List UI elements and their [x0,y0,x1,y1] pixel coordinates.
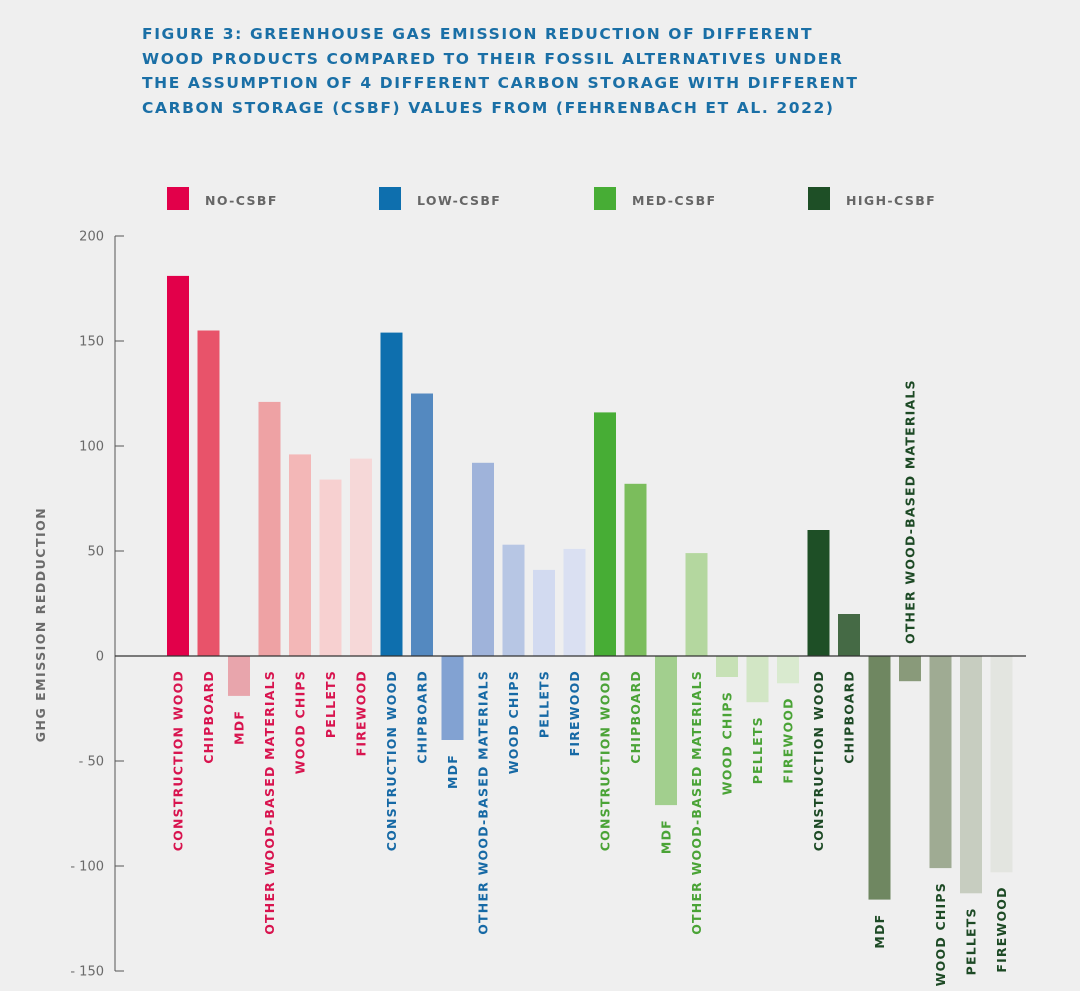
bar [716,656,738,677]
figure-title-line: CARBON STORAGE (CSBF) VALUES FROM (FEHRE… [142,98,835,117]
category-label: PELLETS [964,907,979,975]
bar [685,553,708,656]
legend-label: LOW-CSBF [417,193,501,208]
category-label: WOOD CHIPS [293,670,308,774]
category-label: FIREWOOD [781,697,796,783]
category-label: PELLETS [323,670,338,738]
category-label: CHIPBOARD [201,670,216,764]
category-label: CONSTRUCTION WOOD [598,670,613,851]
bar [441,656,464,740]
bar [289,454,311,656]
bar [319,479,342,656]
bar [807,530,830,656]
category-label: OTHER WOOD-BASED MATERIALS [476,670,491,935]
category-label: CHIPBOARD [842,670,857,764]
bar [380,332,403,656]
category-label: PELLETS [750,716,765,784]
bar [411,393,433,656]
category-label: CONSTRUCTION WOOD [171,670,186,851]
category-label: CHIPBOARD [628,670,643,764]
bar [838,614,860,656]
category-label: CHIPBOARD [415,670,430,764]
category-label: MDF [659,819,674,854]
bar [533,569,555,656]
bar [594,412,616,656]
y-tick-label: - 100 [70,860,104,875]
figure-title: FIGURE 3: GREENHOUSE GAS EMISSION REDUCT… [142,22,942,120]
legend-label: NO-CSBF [205,193,278,208]
bar [472,462,494,656]
bar [197,330,220,656]
category-label: CONSTRUCTION WOOD [384,670,399,851]
y-tick-label: 50 [87,545,104,560]
legend-label: HIGH-CSBF [846,193,936,208]
category-label: OTHER WOOD-BASED MATERIALS [903,379,918,644]
category-label: MDF [232,710,247,745]
legend-swatch [167,187,189,210]
category-label: WOOD CHIPS [720,691,735,795]
bar [777,656,799,684]
bar [960,656,982,894]
y-tick-label: 200 [79,230,104,245]
legend-swatch [594,187,616,210]
category-label: MDF [872,914,887,949]
category-label: CONSTRUCTION WOOD [811,670,826,851]
category-label: FIREWOOD [994,886,1009,972]
category-label: PELLETS [537,670,552,738]
category-label: OTHER WOOD-BASED MATERIALS [262,670,277,935]
figure-title-line: THE ASSUMPTION OF 4 DIFFERENT CARBON STO… [142,74,859,92]
legend-label: MED-CSBF [632,193,716,208]
category-label: WOOD CHIPS [933,882,948,986]
y-tick-label: - 50 [79,755,104,770]
bar [167,275,189,656]
bar [228,656,250,696]
category-label: OTHER WOOD-BASED MATERIALS [689,670,704,935]
bar [258,401,281,656]
legend-swatch [379,187,401,210]
bar [563,548,586,656]
legend-swatch [808,187,830,210]
y-tick-label: 150 [79,335,104,350]
figure-title-line: WOOD PRODUCTS COMPARED TO THEIR FOSSIL A… [142,49,844,68]
category-label: FIREWOOD [354,670,369,756]
figure-title-line: FIGURE 3: GREENHOUSE GAS EMISSION REDUCT… [142,25,814,43]
y-tick-label: 0 [96,650,104,665]
bar [350,458,372,656]
bar [990,656,1013,873]
y-axis-label: GHG EMISSION REDDUCTION [33,507,48,743]
bar [868,656,891,900]
bar [502,544,525,656]
y-tick-label: 100 [79,440,104,455]
category-label: FIREWOOD [567,670,582,756]
category-label: MDF [445,754,460,789]
bar [624,483,647,656]
category-label: WOOD CHIPS [506,670,521,774]
bar [929,656,952,869]
bar [655,656,677,806]
bar [746,656,769,703]
y-tick-label: - 150 [70,965,104,980]
bar [899,656,921,682]
